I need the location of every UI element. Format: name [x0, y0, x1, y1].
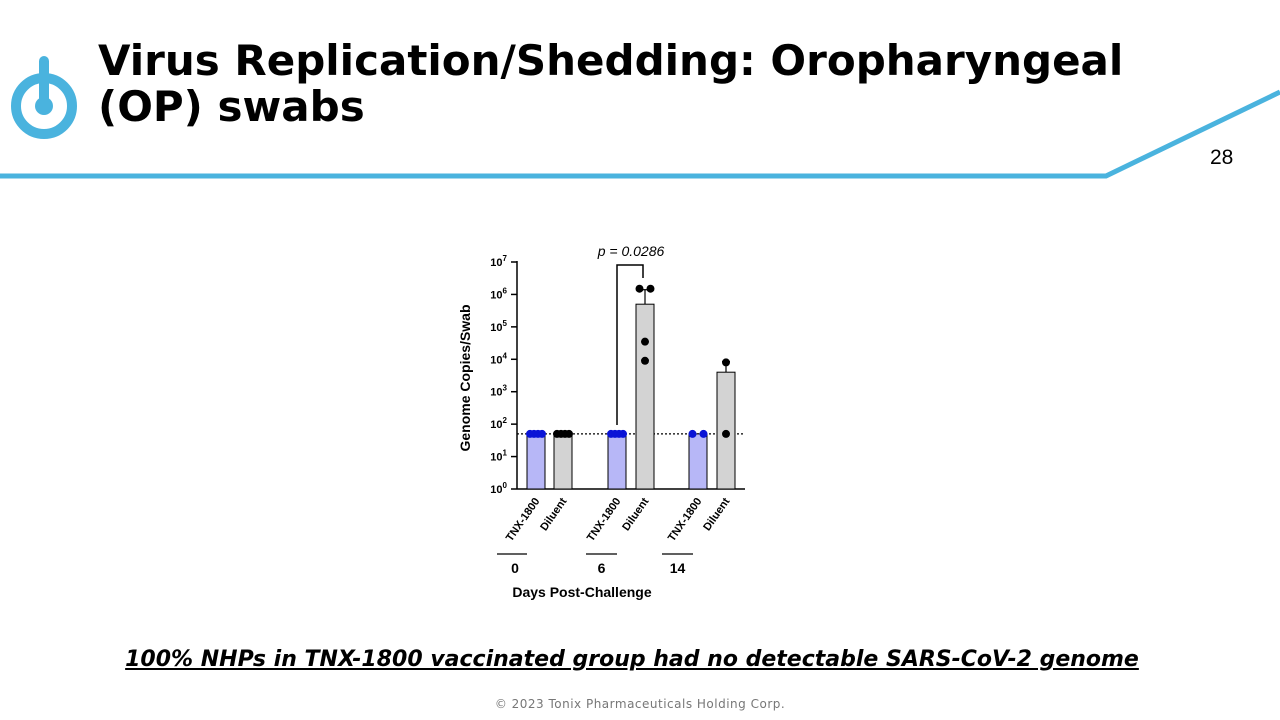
x-tick-label: TNX-1800	[585, 496, 624, 544]
page-number: 28	[1210, 146, 1234, 169]
bar	[553, 433, 573, 490]
bar	[635, 303, 655, 490]
y-tick-label: 100	[490, 481, 507, 496]
p-value-annotation: p = 0.0286	[597, 243, 665, 259]
data-point	[699, 429, 708, 438]
data-point	[619, 429, 627, 438]
title-line-2: (OP) swabs	[98, 82, 365, 131]
data-point	[722, 429, 730, 438]
y-tick-label: 103	[490, 384, 507, 399]
group-day-label: 6	[598, 560, 606, 576]
bar	[688, 433, 708, 490]
x-tick-label: TNX-1800	[504, 496, 543, 544]
data-point	[641, 337, 649, 346]
group-day-label: 14	[670, 560, 686, 576]
y-tick-label: 105	[490, 319, 507, 334]
bar	[607, 433, 627, 490]
header-decoration	[0, 56, 1280, 179]
page-title: Virus Replication/Shedding: Oropharyngea…	[98, 38, 1198, 130]
data-point	[688, 429, 697, 438]
data-point	[641, 356, 649, 365]
y-tick-label: 106	[490, 286, 507, 301]
x-tick-label: Diluent	[538, 496, 569, 534]
x-tick-label: Diluent	[620, 496, 651, 534]
group-day-label: 0	[511, 560, 519, 576]
header-accent-line	[0, 89, 1280, 179]
x-tick-label: TNX-1800	[666, 496, 705, 544]
y-tick-label: 107	[490, 254, 507, 269]
headline-statement: 100% NHPs in TNX-1800 vaccinated group h…	[125, 647, 1139, 672]
bar	[526, 433, 546, 490]
data-point	[635, 284, 644, 293]
data-point	[646, 284, 655, 293]
x-axis-label: Days Post-Challenge	[512, 584, 651, 600]
x-tick-label: Diluent	[701, 496, 732, 534]
y-tick-label: 102	[490, 416, 507, 431]
data-point	[722, 358, 730, 367]
significance-bracket	[616, 264, 644, 425]
title-line-1: Virus Replication/Shedding: Oropharyngea…	[98, 36, 1124, 85]
y-axis-label: Genome Copies/Swab	[457, 304, 473, 451]
data-point	[565, 429, 573, 438]
copyright-footer: © 2023 Tonix Pharmaceuticals Holding Cor…	[494, 697, 786, 711]
y-tick-label: 101	[490, 449, 507, 464]
y-tick-label: 104	[490, 351, 507, 366]
power-icon	[11, 56, 77, 139]
data-point	[538, 429, 546, 438]
